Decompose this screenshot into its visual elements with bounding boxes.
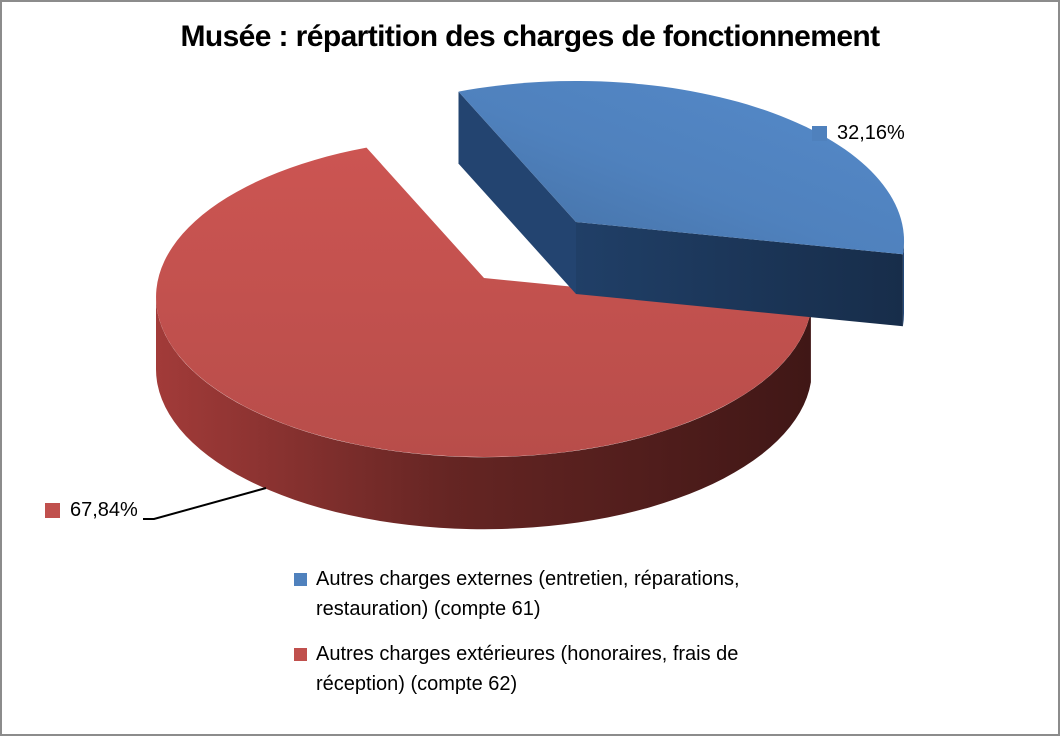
- blue-slice-rim: [902, 241, 905, 327]
- red-label-leader-line: [143, 487, 267, 520]
- chart-title: Musée : répartition des charges de fonct…: [180, 20, 880, 53]
- data-label-blue-value: 32,16%: [837, 122, 905, 144]
- legend: Autres charges externes (entretien, répa…: [294, 564, 774, 699]
- red-slice-top: [156, 147, 811, 457]
- legend-item-red: Autres charges extérieures (honoraires, …: [294, 639, 774, 699]
- blue-slice-left-wall: [458, 91, 576, 294]
- blue-slice-top: [458, 80, 905, 255]
- data-label-key-red-icon: [45, 502, 60, 518]
- data-label-red-value: 67,84%: [70, 499, 138, 521]
- data-label-blue-slice: 32,16%: [812, 121, 905, 145]
- legend-label-blue: Autres charges externes (entretien, répa…: [316, 568, 740, 620]
- legend-item-blue: Autres charges externes (entretien, répa…: [294, 564, 774, 624]
- data-label-key-blue-icon: [812, 125, 827, 141]
- data-label-red-slice: 67,84%: [45, 498, 138, 522]
- legend-label-red: Autres charges extérieures (honoraires, …: [316, 643, 739, 695]
- red-slice-rim: [155, 297, 811, 530]
- legend-key-blue-icon: [294, 573, 307, 586]
- legend-key-red-icon: [294, 648, 307, 661]
- blue-slice-front-wall: [576, 222, 903, 327]
